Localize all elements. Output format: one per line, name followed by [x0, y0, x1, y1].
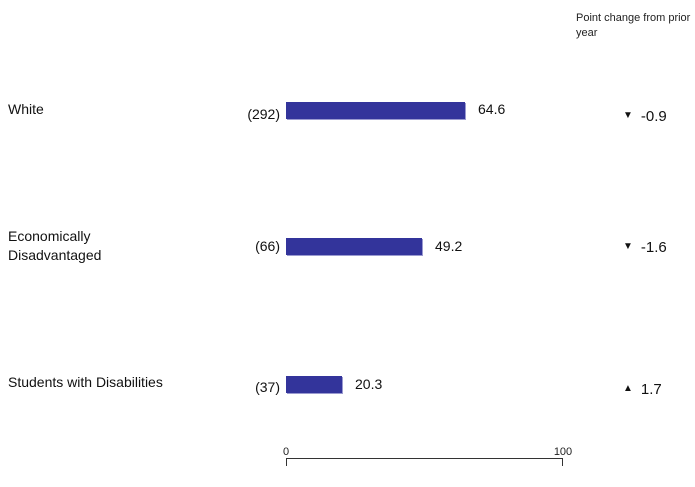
bar-students-with-disabilities — [286, 376, 342, 393]
x-axis-tick — [286, 458, 287, 466]
x-axis-tick — [562, 458, 563, 466]
row-label-economically-disadvantaged: Economically Disadvantaged — [8, 228, 102, 263]
row-label-students-with-disabilities: Students with Disabilities — [8, 374, 163, 390]
row-label-white: White — [8, 101, 44, 117]
count-students-with-disabilities: (37) — [255, 379, 280, 395]
x-axis-line — [286, 458, 563, 459]
down-triangle-icon: ▼ — [623, 110, 633, 122]
bar-economically-disadvantaged — [286, 238, 422, 255]
change-value-students-with-disabilities: 1.7 — [640, 381, 662, 398]
count-economically-disadvantaged: (66) — [255, 238, 280, 254]
x-tick-label-100: 100 — [553, 446, 573, 458]
change-white: ▼ -0.9 — [623, 107, 667, 127]
up-triangle-icon: ▲ — [623, 383, 633, 395]
x-tick-label-0: 0 — [282, 446, 290, 458]
down-triangle-icon: ▼ — [623, 241, 633, 253]
value-label-students-with-disabilities: 20.3 — [355, 376, 383, 392]
value-label-white: 64.6 — [478, 101, 506, 117]
change-students-with-disabilities: ▲ 1.7 — [623, 380, 662, 400]
value-label-economically-disadvantaged: 49.2 — [435, 238, 463, 254]
change-economically-disadvantaged: ▼ -1.6 — [623, 238, 667, 258]
bar-white — [286, 102, 465, 119]
change-value-economically-disadvantaged: -1.6 — [640, 239, 667, 256]
point-change-header: Point change from prior year — [576, 12, 691, 39]
count-white: (292) — [247, 106, 280, 122]
change-value-white: -0.9 — [640, 108, 667, 125]
